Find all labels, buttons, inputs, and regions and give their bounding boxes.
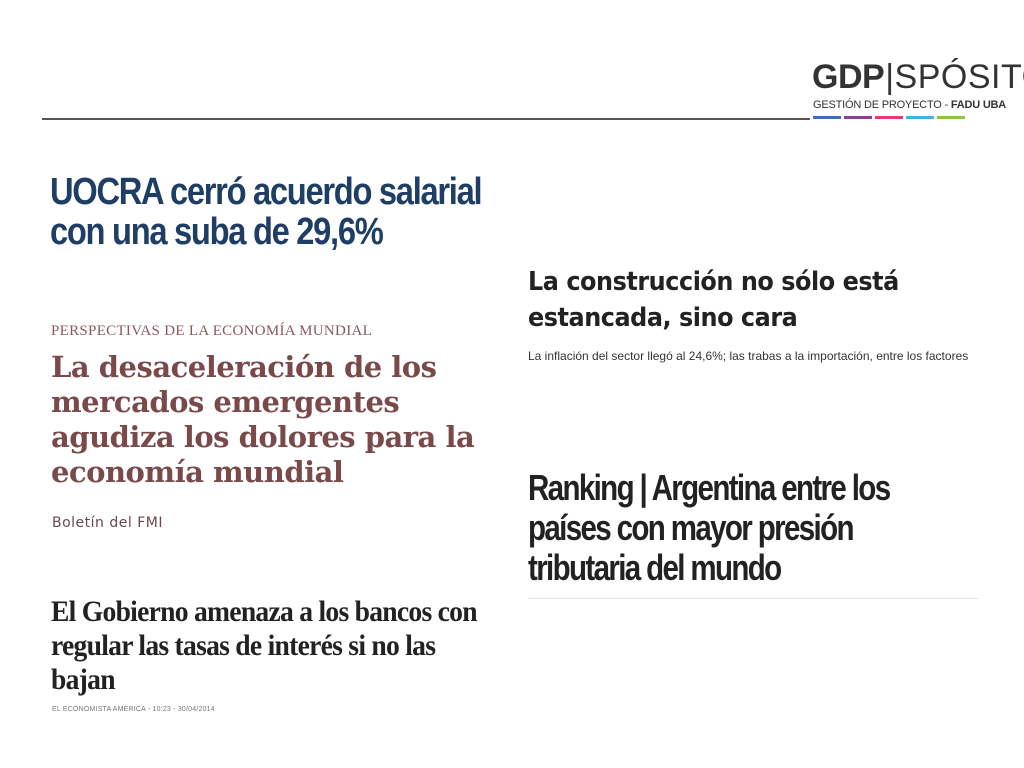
construccion-subhead: La inflación del sector llegó al 24,6%; … (528, 349, 969, 363)
fmi-source: Boletín del FMI (52, 515, 163, 531)
logo-subtitle: GESTIÓN DE PROYECTO - FADU UBA (813, 98, 1006, 112)
logo-color-bars (813, 116, 965, 119)
logo-brand-light: SPÓSITO (894, 58, 1024, 96)
uocra-headline: UOCRA cerró acuerdo salarial con una sub… (50, 171, 483, 253)
logo-subtitle-bold: FADU UBA (950, 99, 1007, 111)
logo-bar-2 (844, 116, 872, 119)
header-divider (42, 118, 810, 120)
logo-wordmark: GDP|SPÓSITO (812, 58, 1024, 96)
ranking-headline: Ranking | Argentina entre los países con… (528, 467, 891, 588)
logo-brand-bold: GDP (812, 58, 885, 96)
gobierno-meta: EL ECONOMISTA AMERICA - 10:23 - 30/04/20… (52, 706, 215, 713)
gobierno-headline: El Gobierno amenaza a los bancos con reg… (51, 595, 478, 696)
logo-bar-5 (937, 116, 965, 119)
fmi-headline: La desaceleración de los mercados emerge… (51, 350, 475, 489)
construccion-headline: La construcción no sólo está estancada, … (528, 267, 899, 333)
logo-separator: | (885, 58, 894, 96)
logo-bar-4 (906, 116, 934, 119)
logo-bar-1 (813, 116, 841, 119)
ranking-divider (528, 598, 978, 599)
logo-bar-3 (875, 116, 903, 119)
logo-subtitle-regular: GESTIÓN DE PROYECTO - (813, 99, 951, 111)
fmi-kicker: PERSPECTIVAS DE LA ECONOMÍA MUNDIAL (51, 323, 373, 339)
gdp-esposito-logo: GDP|SPÓSITO GESTIÓN DE PROYECTO - FADU U… (812, 58, 1024, 124)
